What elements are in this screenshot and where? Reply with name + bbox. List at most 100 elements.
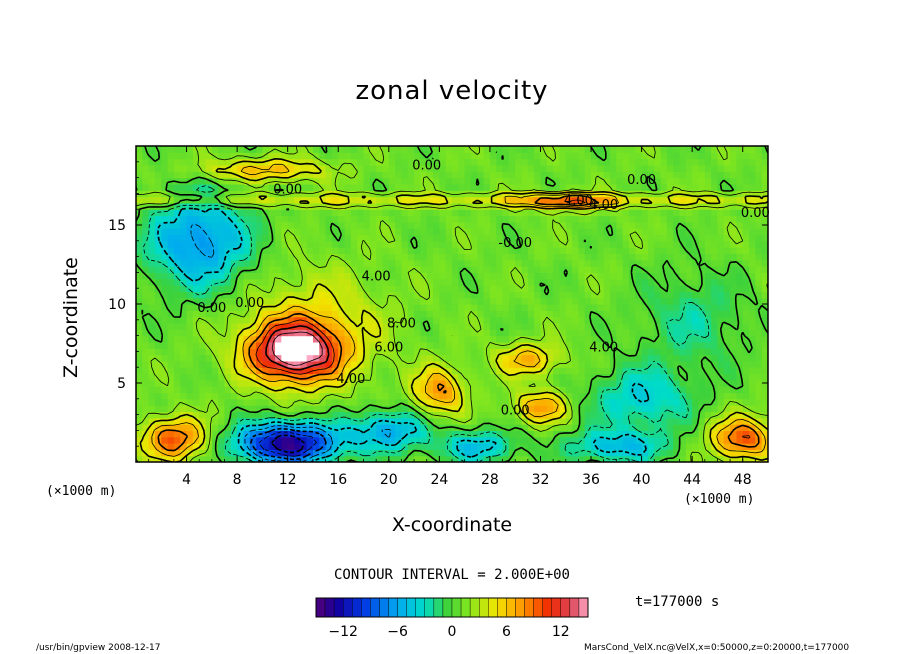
field-cell: [363, 386, 371, 394]
field-cell: [711, 272, 719, 280]
field-cell: [477, 272, 485, 280]
field-cell: [647, 322, 655, 330]
field-cell: [591, 341, 598, 349]
field-cell: [749, 253, 756, 261]
field-cell: [755, 367, 763, 375]
field-cell: [243, 436, 251, 444]
field-cell: [249, 196, 257, 204]
field-cell: [262, 373, 270, 381]
field-cell: [508, 329, 516, 337]
field-cell: [496, 316, 504, 324]
field-cell: [673, 354, 681, 362]
field-cell: [300, 411, 308, 419]
field-cell: [281, 146, 289, 153]
field-cell: [736, 215, 744, 223]
field-cell: [666, 215, 674, 223]
field-cell: [148, 259, 156, 267]
field-cell: [755, 234, 763, 242]
field-cell: [287, 196, 295, 204]
field-cell: [559, 449, 567, 457]
field-cell: [243, 291, 251, 299]
field-cell: [515, 455, 523, 462]
field-cell: [275, 443, 282, 450]
field-cell: [711, 398, 719, 406]
field-cell: [230, 234, 238, 242]
field-cell: [281, 449, 289, 457]
field-cell: [300, 228, 308, 236]
field-cell: [546, 196, 554, 204]
field-cell: [439, 253, 447, 261]
field-cell: [275, 183, 282, 191]
field-cell: [673, 152, 681, 160]
field-cell: [508, 221, 516, 229]
field-cell: [628, 234, 636, 242]
field-cell: [679, 171, 687, 179]
field-cell: [445, 405, 453, 413]
field-cell: [357, 291, 365, 299]
field-cell: [635, 209, 643, 217]
field-cell: [243, 386, 251, 394]
field-cell: [268, 329, 276, 337]
field-cell: [268, 266, 276, 273]
field-cell: [704, 171, 712, 179]
field-cell: [312, 266, 320, 273]
field-cell: [199, 253, 207, 261]
field-cell: [496, 436, 504, 444]
field-cell: [439, 341, 447, 349]
field-cell: [502, 152, 510, 160]
field-cell: [635, 196, 643, 204]
field-cell: [464, 272, 472, 280]
field-cell: [654, 424, 662, 431]
field-cell: [666, 196, 674, 204]
field-cell: [268, 146, 276, 153]
field-cell: [136, 411, 143, 419]
field-cell: [256, 386, 263, 394]
field-cell: [534, 379, 542, 387]
field-cell: [445, 247, 453, 255]
field-cell: [496, 164, 504, 172]
field-cell: [388, 417, 396, 425]
field-cell: [553, 354, 561, 362]
field-cell: [527, 278, 535, 286]
field-cell: [433, 152, 440, 160]
field-cell: [692, 304, 700, 311]
field-cell: [761, 373, 768, 381]
field-cell: [294, 247, 301, 255]
field-cell: [515, 259, 523, 267]
field-cell: [388, 152, 396, 160]
field-cell: [363, 272, 371, 280]
field-cell: [420, 341, 428, 349]
field-cell: [414, 417, 421, 425]
field-cell: [458, 240, 466, 248]
field-cell: [546, 285, 554, 292]
field-cell: [597, 272, 605, 280]
field-cell: [211, 417, 219, 425]
field-cell: [489, 417, 497, 425]
field-cell: [407, 202, 415, 210]
field-cell: [414, 392, 421, 400]
field-cell: [350, 405, 358, 413]
field-cell: [647, 158, 655, 166]
field-cell: [338, 266, 346, 273]
field-cell: [218, 247, 226, 255]
field-cell: [508, 215, 516, 223]
field-cell: [154, 240, 162, 248]
field-cell: [496, 386, 504, 394]
field-cell: [546, 171, 554, 179]
field-cell: [730, 373, 737, 381]
field-cell: [224, 392, 232, 400]
field-cell: [527, 158, 535, 166]
field-cell: [489, 146, 497, 153]
field-cell: [414, 341, 421, 349]
field-cell: [407, 322, 415, 330]
field-cell: [704, 240, 712, 248]
field-cell: [281, 341, 289, 349]
field-cell: [211, 348, 219, 356]
field-cell: [262, 259, 270, 267]
field-cell: [572, 360, 579, 368]
field-cell: [395, 297, 403, 305]
field-cell: [761, 272, 768, 280]
field-cell: [527, 285, 535, 292]
field-cell: [275, 266, 282, 273]
field-cell: [319, 253, 327, 261]
